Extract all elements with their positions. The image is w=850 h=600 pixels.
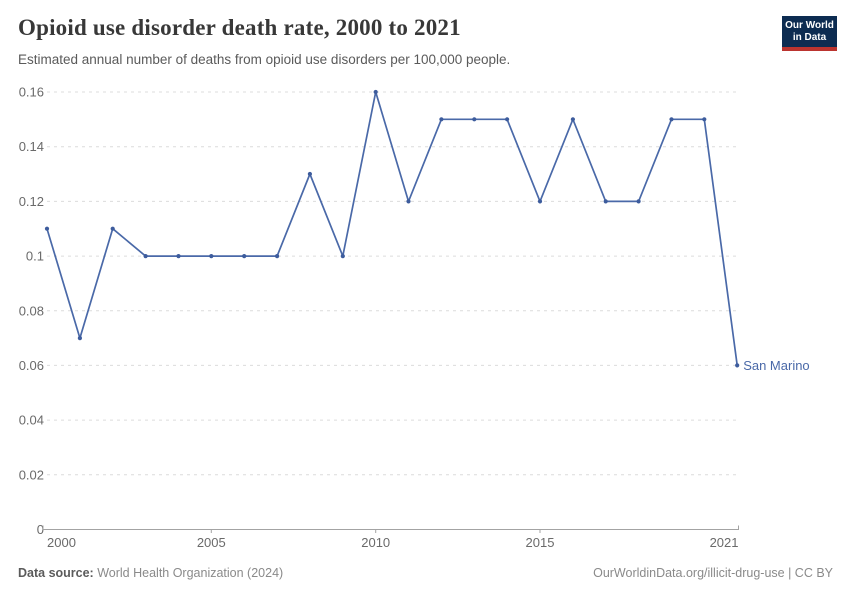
data-point[interactable] [702, 117, 707, 122]
chart-title: Opioid use disorder death rate, 2000 to … [18, 15, 461, 40]
y-axis-tick-label: 0.04 [19, 413, 44, 428]
data-point[interactable] [570, 117, 576, 122]
data-point[interactable] [77, 336, 82, 341]
data-point[interactable] [110, 226, 115, 231]
x-axis-line [42, 525, 739, 530]
data-point[interactable] [340, 254, 345, 259]
data-point[interactable] [44, 226, 50, 231]
owid-logo[interactable]: Our World in Data [782, 16, 837, 51]
owid-logo-line1: Our World [785, 20, 834, 31]
data-point[interactable] [669, 117, 674, 122]
data-point[interactable] [143, 254, 148, 259]
y-axis-tick-label: 0.12 [19, 194, 44, 209]
data-point[interactable] [472, 117, 477, 122]
data-line-san-marino[interactable] [46, 91, 739, 367]
y-axis-tick-label: 0.14 [19, 139, 44, 154]
attribution-link[interactable]: OurWorldinData.org/illicit-drug-use | CC… [593, 566, 833, 580]
data-point[interactable] [505, 117, 510, 122]
data-point[interactable] [209, 254, 214, 259]
x-axis-tick-label: 2000 [47, 535, 76, 550]
x-axis-tick-label: 2015 [526, 535, 555, 550]
data-point[interactable] [537, 199, 543, 204]
data-point[interactable] [603, 199, 608, 204]
x-axis-tick-label: 2021 [710, 535, 739, 550]
series-end-label[interactable]: San Marino [743, 358, 809, 373]
x-axis-tick-label: 2005 [197, 535, 226, 550]
y-axis-tick-label: 0 [37, 522, 44, 537]
data-point[interactable] [373, 89, 378, 95]
data-source-label: Data source: [18, 566, 94, 580]
chart-subtitle: Estimated annual number of deaths from o… [18, 52, 511, 67]
y-axis-tick-label: 0.06 [19, 358, 44, 373]
x-axis-tick-label: 2010 [361, 535, 390, 550]
owid-logo-line2: in Data [792, 32, 827, 43]
data-point[interactable] [406, 199, 411, 204]
data-point[interactable] [176, 254, 181, 259]
y-axis-tick-label: 0.02 [19, 467, 44, 482]
y-axis-tick-label: 0.16 [19, 85, 44, 100]
y-axis-tick-label: 0.1 [26, 249, 44, 264]
data-point[interactable] [735, 363, 740, 368]
data-point[interactable] [439, 117, 444, 122]
y-axis-tick-label: 0.08 [19, 303, 44, 318]
data-point[interactable] [275, 254, 280, 259]
data-source-value: World Health Organization (2024) [97, 566, 284, 580]
data-point[interactable] [307, 171, 312, 177]
data-source-note: Data source: World Health Organization (… [18, 566, 283, 580]
data-point[interactable] [242, 254, 247, 259]
data-point[interactable] [636, 199, 641, 204]
